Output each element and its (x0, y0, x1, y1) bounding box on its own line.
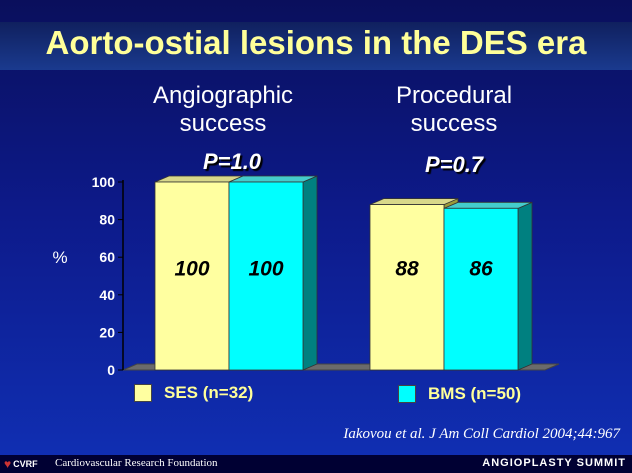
legend-swatch-bms (398, 385, 416, 403)
legend-label-bms: BMS (n=50) (428, 384, 522, 403)
y-tick-label: 60 (99, 249, 115, 265)
data-label: 88 (395, 258, 419, 281)
cvrf-logo-text: CVRF (13, 459, 38, 469)
y-tick-label: 20 (99, 324, 115, 340)
group-label-line1: Procedural (395, 82, 513, 109)
footer-bar (0, 455, 632, 473)
pvalue-procedural: P=0.7 (424, 152, 484, 177)
bar (154, 181, 230, 371)
citation: Iakovou et al. J Am Coll Cardiol 2004;44… (343, 426, 620, 442)
y-tick-label: 0 (107, 362, 115, 378)
bar-top (443, 201, 533, 209)
group-label-line2: success (179, 110, 267, 137)
data-label: 86 (469, 258, 493, 281)
group-label-procedural: Procedural success (354, 82, 554, 138)
bar-top (154, 175, 244, 183)
bar (369, 204, 445, 371)
bar-side (517, 201, 533, 371)
y-axis-label: % (52, 248, 67, 267)
group-label-angiographic: Angiographic success (123, 82, 323, 138)
bar (228, 181, 304, 371)
y-tick-label: 80 (99, 212, 115, 228)
title-band (0, 22, 632, 70)
bar (443, 207, 519, 371)
legend-label-ses: SES (n=32) (164, 383, 254, 402)
group-label-line1: Angiographic (152, 82, 294, 109)
legend-swatch-ses (134, 384, 152, 402)
pvalue-angiographic: P=1.0 (202, 149, 262, 174)
footer-summit: ANGIOPLASTY SUMMIT (482, 457, 626, 469)
slide-title: Aorto-ostial lesions in the DES era (45, 24, 587, 61)
bar-top (369, 198, 459, 205)
y-tick-label: 40 (99, 287, 115, 303)
data-label: 100 (174, 258, 209, 281)
cvrf-logo: ♥ CVRF (4, 457, 38, 471)
bar-top (228, 175, 318, 183)
group-label-line2: success (410, 110, 498, 137)
footer-organization: Cardiovascular Research Foundation (55, 457, 218, 469)
heart-icon: ♥ (4, 457, 12, 471)
bar-side (302, 175, 318, 371)
y-tick-label: 100 (92, 174, 116, 190)
data-label: 100 (248, 258, 283, 281)
